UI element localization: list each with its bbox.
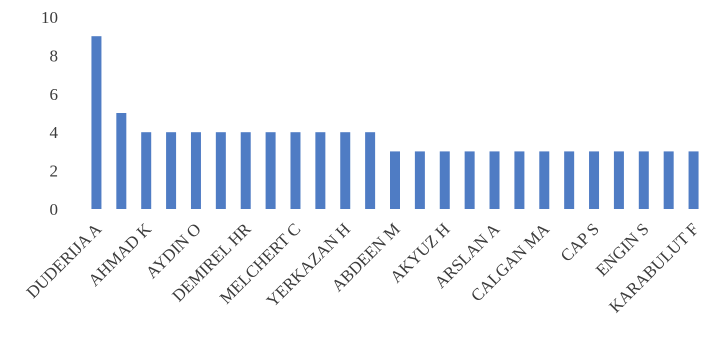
bar (439, 151, 450, 209)
bar (190, 132, 201, 209)
bar (564, 151, 575, 209)
x-tick-label: KARABULUT F (605, 219, 702, 316)
bar (464, 151, 475, 209)
bar (240, 132, 251, 209)
bar (290, 132, 301, 209)
bar (166, 132, 177, 209)
bar (539, 151, 550, 209)
bar (141, 132, 152, 209)
bar (215, 132, 226, 209)
bar (514, 151, 525, 209)
bars (91, 36, 699, 210)
y-tick-label: 6 (50, 85, 59, 104)
bar (688, 151, 699, 209)
y-tick-label: 10 (41, 8, 58, 27)
bar (265, 132, 276, 209)
x-tick-label: DUDERIJA A (23, 219, 106, 302)
y-tick-label: 4 (50, 123, 59, 142)
bar (613, 151, 624, 209)
bar (390, 151, 400, 209)
bar (414, 151, 425, 209)
bar (116, 113, 127, 209)
bar (91, 36, 102, 210)
bar (340, 132, 351, 209)
y-tick-label: 2 (50, 162, 59, 181)
y-axis: 0 2 4 6 8 10 (41, 8, 59, 219)
bar (638, 151, 649, 209)
y-tick-label: 8 (50, 46, 59, 65)
y-tick-label: 0 (50, 200, 59, 219)
x-tick-label: CAP S (557, 219, 603, 265)
bar (589, 151, 600, 209)
bar (489, 151, 500, 209)
bar (663, 151, 674, 209)
bar (315, 132, 326, 209)
bar (365, 132, 376, 209)
